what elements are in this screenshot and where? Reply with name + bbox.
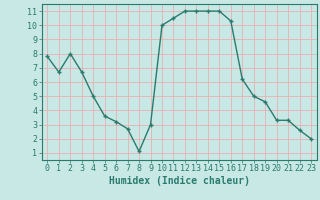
X-axis label: Humidex (Indice chaleur): Humidex (Indice chaleur) xyxy=(109,176,250,186)
